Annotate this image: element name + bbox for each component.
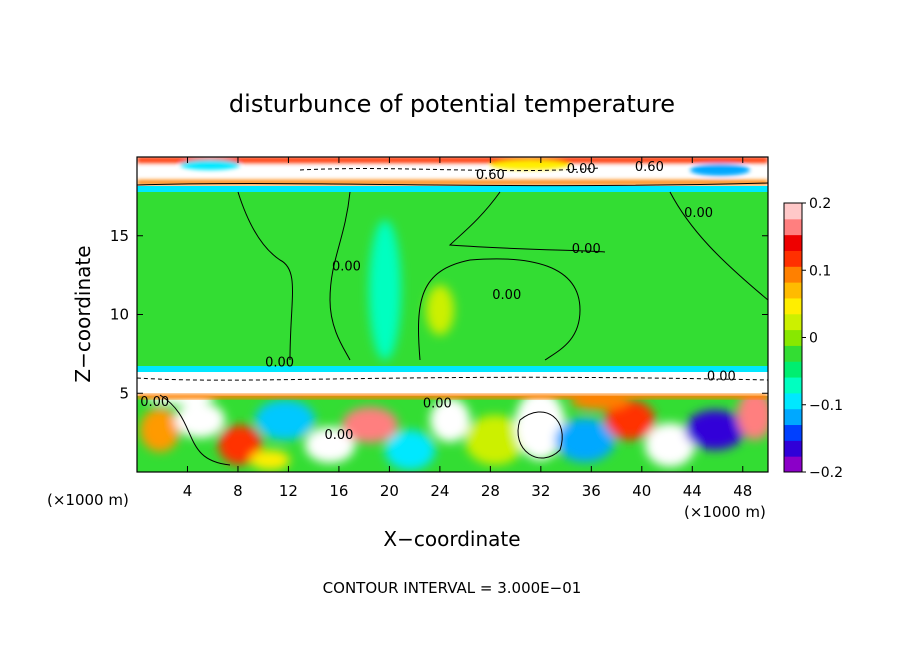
x-tick-label: 24 bbox=[430, 482, 449, 500]
colorbar-swatch bbox=[784, 361, 802, 378]
contour-label: 0.00 bbox=[492, 288, 521, 303]
colorbar-swatch bbox=[784, 392, 802, 410]
mid-boundary-band bbox=[137, 366, 768, 399]
colorbar-swatch bbox=[784, 266, 802, 283]
y-tick-label: 5 bbox=[119, 384, 129, 402]
colorbar-swatch bbox=[784, 203, 802, 220]
plot-area: 0.00 0.00 0.00 0.00 0.00 0.00 0.00 0.00 0.00 0.60… bbox=[137, 157, 768, 472]
central-plume bbox=[369, 220, 454, 360]
colorbar-swatch bbox=[784, 313, 802, 331]
x-tick-label: 28 bbox=[481, 482, 500, 500]
colorbar-swatch bbox=[784, 218, 802, 236]
contour-label: 0.60 bbox=[635, 160, 664, 175]
x-unit-right: (×1000 m) bbox=[684, 503, 766, 521]
contour-label: 0.00 bbox=[423, 396, 452, 411]
x-tick-label: 44 bbox=[683, 482, 702, 500]
colorbar-swatch bbox=[784, 345, 802, 362]
x-tick-label: 8 bbox=[233, 482, 243, 500]
colorbar-tick-label: 0.2 bbox=[809, 196, 831, 212]
contour-label: 0.00 bbox=[572, 242, 601, 257]
x-tick-label: 20 bbox=[380, 482, 399, 500]
contour-labels: 0.00 0.00 0.00 0.00 0.00 0.00 0.00 0.00 0.00 0.60… bbox=[140, 160, 736, 443]
y-tick-label: 15 bbox=[110, 227, 129, 245]
contour-label: 0.00 bbox=[707, 370, 736, 385]
y-axis: 5 10 15 bbox=[110, 227, 768, 402]
x-tick-label: 12 bbox=[279, 482, 298, 500]
colorbar-swatch bbox=[784, 234, 802, 251]
contour-label: 0.00 bbox=[567, 162, 596, 177]
contour-label: 0.00 bbox=[332, 259, 361, 274]
colorbar-swatch bbox=[784, 250, 802, 267]
x-tick-label: 40 bbox=[632, 482, 651, 500]
x-tick-label: 48 bbox=[733, 482, 752, 500]
upper-boundary-band bbox=[137, 157, 768, 192]
y-tick-label: 10 bbox=[110, 306, 129, 324]
x-tick-label: 16 bbox=[329, 482, 348, 500]
colorbar-tick-label: −0.1 bbox=[809, 398, 843, 414]
colorbar-swatch bbox=[784, 282, 802, 299]
x-tick-label: 32 bbox=[531, 482, 550, 500]
colorbar-swatch bbox=[784, 377, 802, 394]
contour-label: 0.00 bbox=[140, 395, 169, 410]
contour-interval-footer: CONTOUR INTERVAL = 3.000E−01 bbox=[323, 579, 582, 597]
x-tick-label: 4 bbox=[183, 482, 193, 500]
contour-label: 0.00 bbox=[324, 428, 353, 443]
x-unit-left: (×1000 m) bbox=[47, 491, 129, 509]
chart-title: disturbunce of potential temperature bbox=[229, 90, 675, 118]
colorbar-tick-label: 0.1 bbox=[809, 263, 831, 279]
colorbar-swatch bbox=[784, 329, 802, 346]
contour-lines bbox=[137, 167, 768, 466]
colorbar-tick-label: −0.2 bbox=[809, 465, 843, 481]
x-tick-label: 36 bbox=[582, 482, 601, 500]
colorbar-tick-label: 0 bbox=[809, 331, 818, 347]
colorbar-swatch bbox=[784, 297, 802, 315]
colorbar-swatch bbox=[784, 424, 802, 441]
x-axis-label: X−coordinate bbox=[383, 527, 520, 551]
colorbar: 0.2 0.1 0 −0.1 −0.2 bbox=[783, 196, 843, 481]
colorbar-swatch bbox=[784, 440, 802, 457]
x-axis: 4 8 12 16 20 24 28 32 36 40 44 48 bbox=[183, 157, 752, 500]
contour-label: 0.00 bbox=[265, 355, 294, 370]
colorbar-swatch bbox=[784, 456, 802, 473]
y-axis-label: Z−coordinate bbox=[71, 245, 95, 382]
colorbar-swatch bbox=[784, 408, 802, 426]
contour-label: 0.60 bbox=[476, 168, 505, 183]
contour-label: 0.00 bbox=[684, 206, 713, 221]
